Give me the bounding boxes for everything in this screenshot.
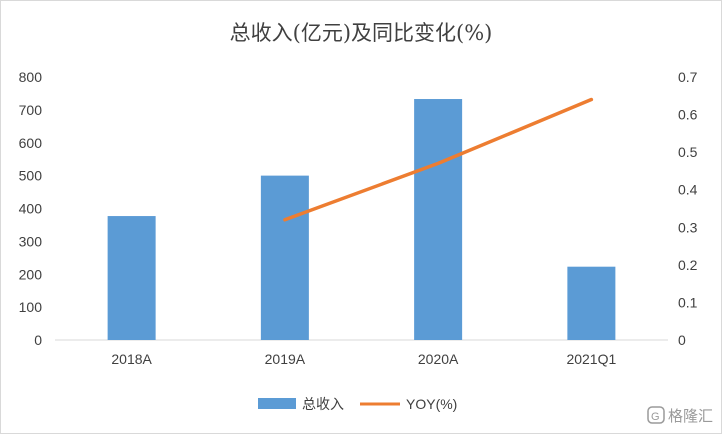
y-left-tick-label: 700 [19, 102, 43, 118]
y-left-tick-label: 800 [19, 69, 43, 85]
y-right-tick-label: 0.3 [678, 219, 698, 235]
bars [107, 99, 616, 341]
y-right-tick-label: 0.5 [678, 144, 698, 160]
y-right-tick-label: 0.4 [678, 182, 698, 198]
y-left-tick-label: 600 [19, 135, 43, 151]
watermark: G 格隆汇 [647, 406, 713, 425]
y-right-tick-label: 0.6 [678, 107, 698, 123]
y-left-tick-label: 200 [19, 266, 43, 282]
y-left-tick-label: 300 [19, 233, 43, 249]
watermark-text: 格隆汇 [668, 407, 713, 425]
yoy-line [283, 97, 594, 222]
legend-line-label: YOY(%) [406, 396, 457, 412]
legend-bar-swatch [258, 398, 296, 409]
y-right-tick-label: 0 [678, 332, 686, 348]
chart-title: 总收入(亿元)及同比变化(%) [230, 21, 493, 45]
y-left-tick-label: 400 [19, 201, 43, 217]
legend-bar-label: 总收入 [302, 396, 344, 412]
y-right-tick-label: 0.7 [678, 69, 698, 85]
bar [107, 216, 156, 340]
y-right-tick-label: 0.2 [678, 257, 698, 273]
y-left-tick-label: 0 [34, 332, 42, 348]
bar [260, 175, 309, 340]
watermark-logo-icon [647, 406, 665, 424]
axes: 0 100 200 300 400 500 600 700 800 0 0.1 0.2 0.3 0.4 0.… [19, 69, 698, 367]
bar [414, 99, 463, 341]
y-right-tick-label: 0.1 [678, 294, 698, 310]
bar [567, 266, 616, 340]
x-tick-label: 2019A [265, 351, 306, 367]
y-left-tick-label: 500 [19, 168, 43, 184]
watermark-logo-glyph: G [651, 411, 660, 423]
legend: 总收入 YOY(%) [258, 396, 457, 412]
x-tick-label: 2021Q1 [566, 351, 616, 367]
x-tick-label: 2018A [111, 351, 152, 367]
y-left-tick-label: 100 [19, 299, 43, 315]
x-tick-label: 2020A [418, 351, 459, 367]
yoy-line-path [283, 97, 594, 222]
